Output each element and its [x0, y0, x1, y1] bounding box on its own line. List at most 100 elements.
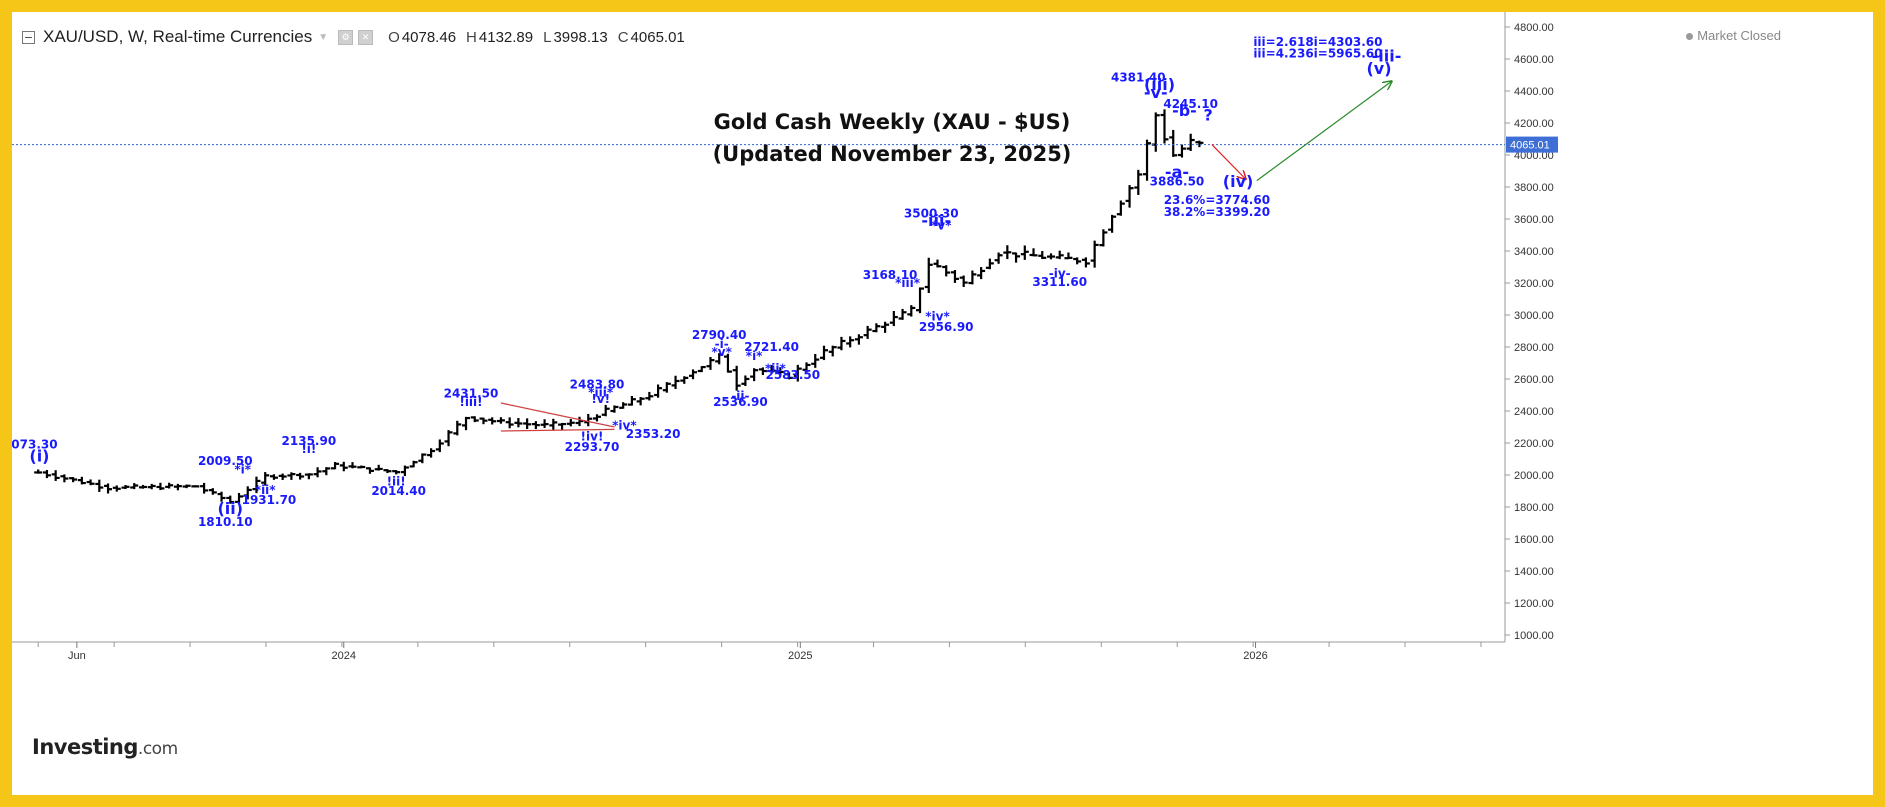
x-tick-label: Jun: [68, 650, 86, 662]
chart-frame: 1000.00 1200.00 1400.00 1600.00 1800.00 2000.…: [12, 12, 1873, 795]
wave-annotation: -v-: [1144, 83, 1168, 102]
wave-annotation: iii=2.618i=4303.60: [1253, 35, 1382, 49]
wave-annotation: (iii): [1144, 75, 1175, 94]
settings-icon[interactable]: ⚙: [338, 29, 354, 45]
chart-legend[interactable]: XAU/USD, W, Real-time Currencies ▼ ⚙ ✕ O…: [22, 27, 685, 47]
triangle-lower-line: [500, 428, 615, 432]
title-line-1: Gold Cash Weekly (XAU - $US): [713, 110, 1071, 134]
chart-title: Gold Cash Weekly (XAU - $US) (Updated No…: [612, 106, 1172, 170]
symbol-label[interactable]: XAU/USD, W, Real-time Currencies: [43, 27, 313, 46]
wave-annotation: !i!: [301, 442, 316, 456]
wave-annotation: -iii-: [921, 211, 951, 230]
wave-annotation: 4245.10: [1163, 97, 1218, 111]
y-tick-label: 1600.00: [1514, 534, 1554, 546]
wave-annotation: *v*: [712, 345, 733, 359]
wave-annotation: -a-: [1165, 162, 1189, 181]
title-line-2: (Updated November 23, 2025): [712, 142, 1072, 166]
wave-annotation: 3168.10: [863, 268, 918, 282]
wave-annotation: -ii-: [731, 389, 749, 403]
y-tick-label: 4200.00: [1514, 118, 1554, 130]
y-tick-label: 2000.00: [1514, 470, 1554, 482]
y-tick-label: 4000.00: [1514, 150, 1554, 162]
wave-annotation: 2135.90: [282, 434, 337, 448]
wave-annotation: *i*: [234, 462, 251, 476]
high-value: H 4132.89: [466, 28, 534, 46]
wave-annotation: ?: [1204, 106, 1213, 125]
wave-annotation: 073.30: [12, 438, 58, 452]
y-tick-label: 2200.00: [1514, 438, 1554, 450]
open-value: O 4078.46: [388, 28, 457, 46]
wave-annotation: 3500.30: [904, 206, 959, 220]
wave-annotation: 4381.40: [1111, 70, 1166, 84]
wave-annotation: 2014.40: [371, 484, 426, 498]
wave-annotation: (ii): [217, 499, 243, 518]
projection-down-arrow: [1211, 144, 1246, 179]
wave-annotation: -iv-: [1049, 266, 1071, 280]
y-tick-label: 2600.00: [1514, 374, 1554, 386]
y-tick-label: 2800.00: [1514, 342, 1554, 354]
low-value: L 3998.13: [543, 28, 608, 46]
chart-plot: 1000.00 1200.00 1400.00 1600.00 1800.00 2000.…: [12, 12, 1558, 662]
wave-annotation: 2583.50: [765, 368, 820, 382]
wave-annotation: 23.6%=3774.60: [1164, 193, 1270, 207]
wave-annotation: iii=4.236i=5965.60: [1253, 46, 1382, 60]
investing-logo: Investing.com: [32, 735, 178, 759]
y-tick-label: 2400.00: [1514, 406, 1554, 418]
y-tick-label: 1200.00: [1514, 598, 1554, 610]
wave-annotation: !ii!: [387, 474, 406, 488]
wave-annotation: 3886.50: [1150, 174, 1205, 188]
y-tick-label: 4600.00: [1514, 54, 1554, 66]
wave-annotation: *i*: [746, 349, 763, 363]
wave-annotation: *iv*: [925, 310, 950, 324]
x-tick-label: 2026: [1243, 650, 1267, 662]
wave-annotation: 2293.70: [565, 440, 620, 454]
last-price-label: 4065.01: [1510, 140, 1550, 152]
wave-annotation: 2721.40: [744, 340, 799, 354]
wave-annotation: 38.2%=3399.20: [1164, 205, 1270, 219]
close-icon[interactable]: ✕: [358, 29, 374, 45]
y-tick-label: 3400.00: [1514, 246, 1554, 258]
y-tick-label: 4800.00: [1514, 22, 1554, 34]
last-price-tag: [1506, 136, 1558, 153]
wave-annotation: !v!: [591, 392, 610, 406]
y-tick-label: 1400.00: [1514, 566, 1554, 578]
x-tick-label: 2025: [788, 650, 812, 662]
y-tick-label: 4400.00: [1514, 86, 1554, 98]
wave-annotation: (iv): [1223, 172, 1254, 191]
wave-annotation: 2956.90: [919, 320, 974, 334]
close-value: C 4065.01: [617, 28, 685, 46]
y-tick-label: 3000.00: [1514, 310, 1554, 322]
wave-annotation: -b-: [1172, 101, 1197, 120]
wave-annotation: (v): [1366, 59, 1391, 78]
y-tick-label: 1000.00: [1514, 630, 1554, 642]
wave-annotation: *iv*: [612, 418, 637, 432]
wave-annotation: *v*: [931, 218, 952, 232]
market-status-label: Market Closed: [1697, 28, 1781, 43]
y-tick-label: 3200.00: [1514, 278, 1554, 290]
y-tick-label: 3600.00: [1514, 214, 1554, 226]
wave-annotation: !iii!: [459, 395, 482, 409]
y-tick-label: 3800.00: [1514, 182, 1554, 194]
wave-annotation: -i-: [715, 337, 729, 351]
y-tick-label: 1800.00: [1514, 502, 1554, 514]
wave-annotation: 1931.70: [242, 493, 297, 507]
wave-annotation: 3311.60: [1032, 275, 1087, 289]
wave-annotation: *ii*: [255, 483, 277, 497]
projection-up-arrow: [1256, 81, 1392, 182]
chevron-down-icon[interactable]: ▼: [318, 31, 329, 43]
collapse-icon[interactable]: [22, 30, 35, 44]
wave-annotation: *iii*: [588, 386, 614, 400]
wave-annotation: *ii*: [765, 362, 787, 376]
wave-annotation: *iii*: [895, 276, 921, 290]
wave-annotation: -iii-: [1372, 46, 1402, 65]
wave-annotation: 2353.20: [626, 427, 681, 441]
status-dot-icon: [1686, 33, 1694, 41]
wave-annotation: 2790.40: [692, 328, 747, 342]
wave-annotation: 2431.50: [444, 386, 499, 400]
wave-annotation: 2536.90: [713, 395, 768, 409]
wave-annotation: (i): [29, 446, 49, 465]
triangle-upper-line: [500, 402, 615, 428]
wave-annotation: !iv!: [581, 430, 604, 444]
wave-annotation: 2009.50: [198, 454, 253, 468]
market-status: Market Closed: [1686, 28, 1781, 43]
